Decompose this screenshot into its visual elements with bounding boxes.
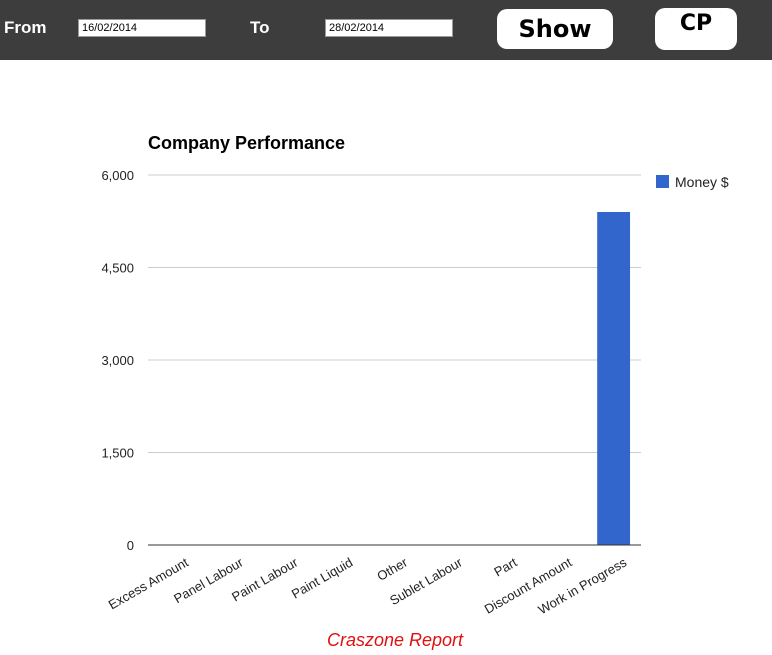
from-label: From <box>4 18 47 37</box>
legend-label: Money $ <box>675 174 729 190</box>
chart-title: Company Performance <box>148 133 345 153</box>
to-date-input[interactable] <box>325 19 453 37</box>
from-date-input[interactable] <box>78 19 206 37</box>
legend-swatch <box>656 175 669 188</box>
x-tick-label: Part <box>491 554 519 579</box>
toolbar: From To Show CP <box>0 0 772 60</box>
x-tick-label: Paint Liquid <box>289 555 355 602</box>
cp-button[interactable]: CP <box>655 8 737 50</box>
y-tick-label: 6,000 <box>101 168 134 183</box>
show-button[interactable]: Show <box>497 9 613 49</box>
bar-chart: Company Performance 0 1,500 3,000 4,500 6,000… <box>101 133 729 617</box>
to-label: To <box>250 18 270 37</box>
x-tick-label: Other <box>374 554 410 584</box>
report-footer: Craszone Report <box>326 630 464 650</box>
bar <box>597 212 631 545</box>
y-tick-label: 1,500 <box>101 446 134 461</box>
y-tick-label: 3,000 <box>101 353 134 368</box>
y-tick-label: 4,500 <box>101 261 134 276</box>
y-tick-label: 0 <box>127 538 134 553</box>
